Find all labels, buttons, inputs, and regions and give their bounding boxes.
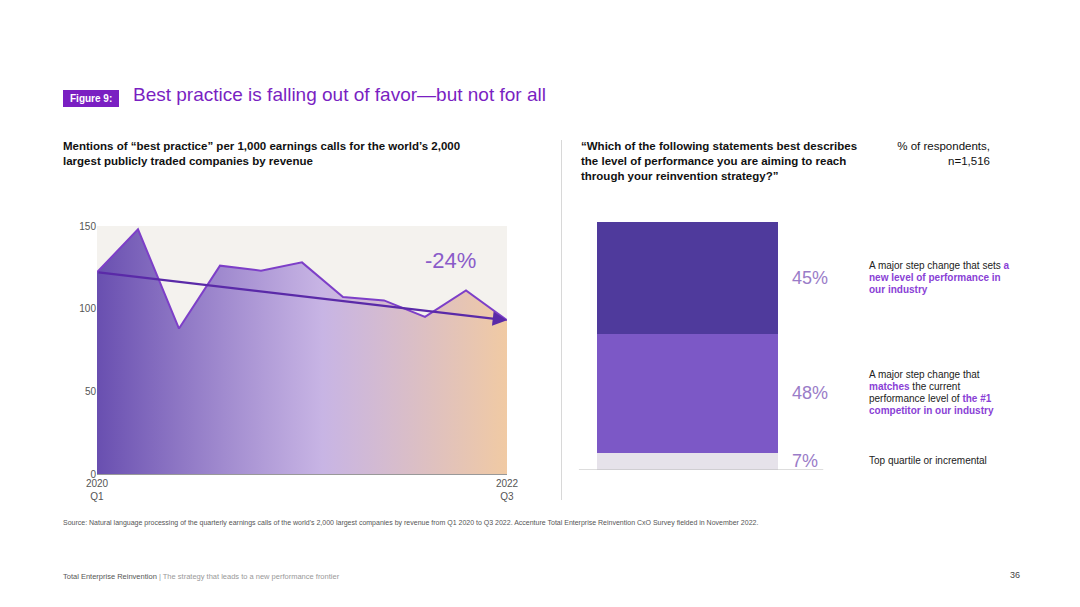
svg-text:50: 50: [85, 386, 97, 397]
svg-text:45%: 45%: [792, 268, 828, 288]
html-text:36: 36: [1010, 570, 1020, 580]
html-text:% of respondents, n=1,516: % of respondents, n=1,516: [897, 140, 990, 167]
html-text:Mentions of “best practice” pe: Mentions of “best practice” per 1,000 ea…: [63, 140, 461, 167]
html-text:Best practice is falling out o: Best practice is falling out of favor—bu…: [133, 84, 546, 105]
svg-text:0: 0: [90, 469, 96, 480]
html-text:A major step change that: A major step change that: [869, 369, 980, 381]
svg-text:7%: 7%: [792, 451, 818, 471]
html-text:Total Enterprise Reinvention |: Total Enterprise Reinvention | The strat…: [63, 572, 340, 581]
svg-text:150: 150: [79, 221, 96, 232]
html-text:A major step change that sets: A major step change that sets a new leve…: [869, 259, 1010, 295]
html-text:Top quartile or incremental: Top quartile or incremental: [869, 455, 987, 467]
html-text:Source: Natural language proce: Source: Natural language processing of t…: [63, 519, 759, 526]
svg-text:-24%: -24%: [425, 248, 476, 273]
svg-text:2022Q3: 2022Q3: [496, 478, 519, 502]
svg-text:2020Q1: 2020Q1: [86, 478, 109, 502]
svg-text:48%: 48%: [792, 383, 828, 403]
svg-text:100: 100: [79, 303, 96, 314]
html-text:“Which of the following statem: “Which of the following statements best …: [581, 140, 857, 182]
html-text:Figure 9:: Figure 9:: [70, 93, 113, 104]
html-text:matches the current performanc: matches the current performance level of…: [869, 381, 994, 417]
